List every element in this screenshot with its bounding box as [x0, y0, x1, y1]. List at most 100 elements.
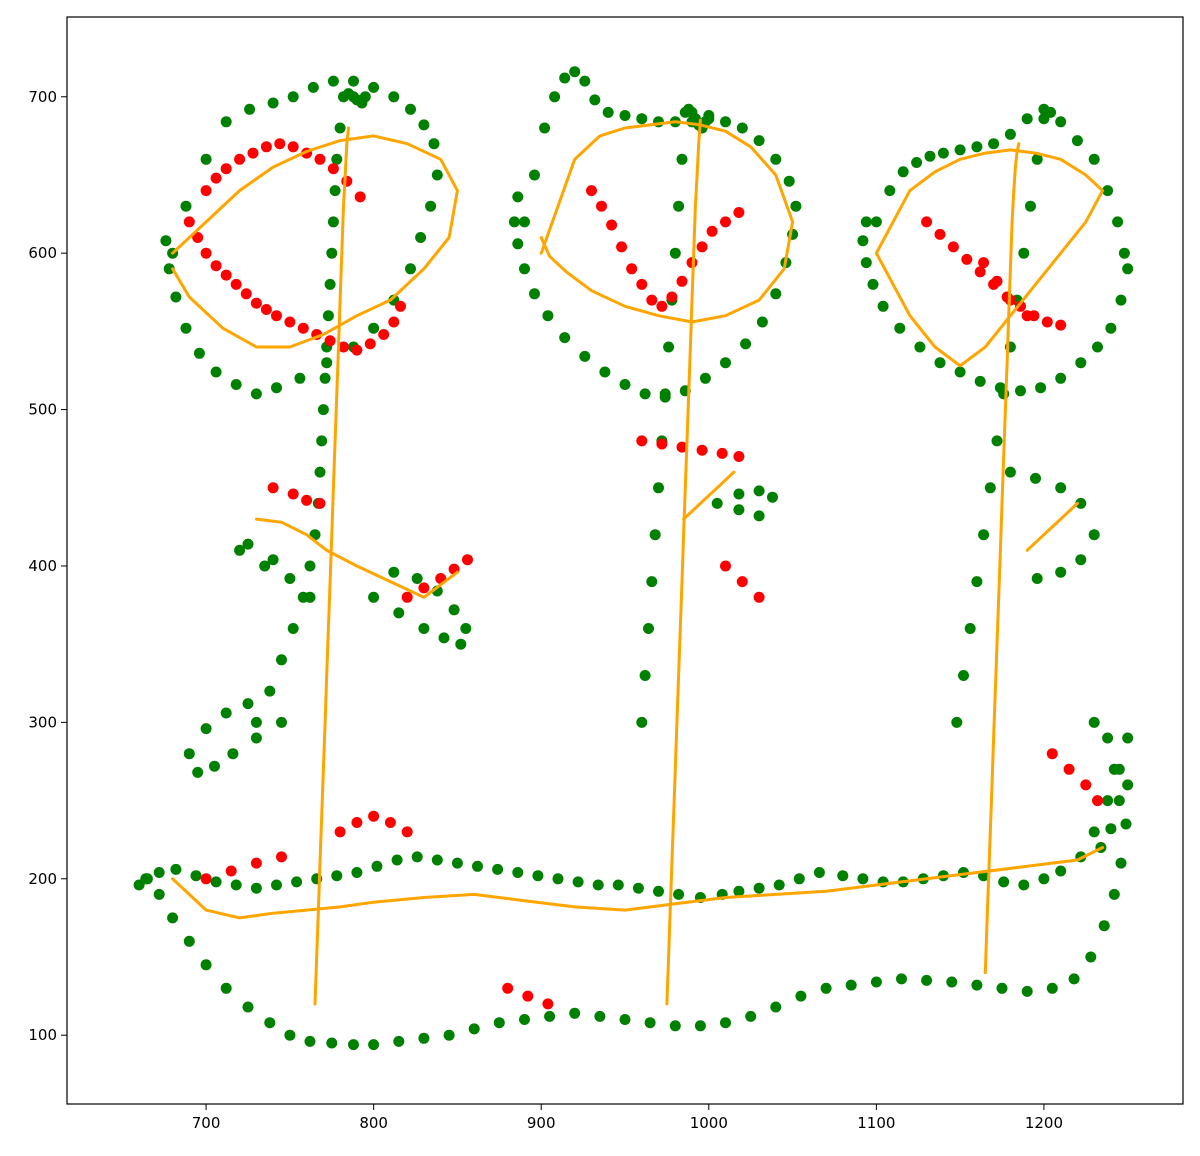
scatter-green-point	[639, 388, 651, 400]
x-tick-label: 700	[192, 1114, 221, 1132]
scatter-green-point	[316, 435, 328, 447]
scatter-red-point	[287, 141, 299, 153]
scatter-green-point	[359, 91, 371, 103]
scatter-red-point	[368, 810, 380, 822]
x-tick-label: 800	[359, 1114, 388, 1132]
scatter-green-point	[1021, 985, 1033, 997]
scatter-green-point	[431, 854, 443, 866]
scatter-green-point	[351, 867, 363, 878]
orange-trajectory-segment	[313, 126, 350, 1006]
scatter-green-point	[860, 216, 872, 228]
scatter-green-point	[733, 885, 745, 897]
scatter-red-point	[297, 322, 309, 334]
scatter-green-point	[304, 1035, 316, 1047]
scatter-green-point	[894, 322, 906, 334]
scatter-green-point	[200, 959, 212, 971]
orange-trajectory-segment	[874, 148, 1105, 368]
orange-trajectory-segment	[682, 470, 736, 521]
scatter-green-point	[934, 357, 946, 369]
scatter-red-point	[542, 998, 554, 1010]
scatter-red-point	[1046, 748, 1058, 760]
scatter-red-point	[606, 219, 618, 231]
scatter-green-point	[391, 854, 403, 866]
scatter-red-point	[183, 216, 195, 228]
scatter-green-point	[160, 235, 172, 247]
scatter-green-point	[644, 1017, 656, 1029]
scatter-green-point	[287, 91, 299, 103]
scatter-green-point	[1025, 200, 1036, 212]
scatter-red-point	[401, 591, 413, 603]
scatter-green-point	[324, 278, 336, 290]
scatter-green-point	[720, 1017, 731, 1029]
scatter-green-point	[770, 288, 782, 300]
scatter-red-point	[706, 225, 718, 237]
scatter-red-point	[210, 172, 222, 184]
scatter-green-point	[559, 332, 571, 344]
scatter-green-point	[428, 138, 440, 150]
scatter-red-point	[656, 300, 668, 312]
y-tick-label: 400	[28, 557, 57, 575]
scatter-green-point	[368, 591, 380, 603]
scatter-red-point	[324, 335, 336, 347]
scatter-green-point	[1115, 857, 1127, 869]
scatter-green-point	[1102, 185, 1114, 197]
scatter-green-point	[703, 113, 715, 125]
scatter-green-point	[284, 1029, 296, 1041]
scatter-red-point	[522, 990, 534, 1002]
scatter-red-point	[646, 294, 658, 306]
scatter-green-point	[321, 357, 333, 369]
scatter-green-point	[322, 310, 334, 322]
scatter-green-point	[170, 863, 182, 875]
scatter-green-point	[753, 485, 765, 497]
scatter-red-point	[733, 207, 745, 218]
scatter-green-point	[348, 1039, 359, 1051]
scatter-red-point	[200, 873, 212, 885]
scatter-red-point	[1092, 795, 1103, 807]
scatter-green-point	[733, 488, 745, 500]
scatter-green-point	[331, 153, 343, 165]
scatter-red-point	[274, 138, 286, 150]
scatter-green-point	[619, 110, 631, 121]
scatter-green-point	[294, 372, 306, 384]
scatter-green-point	[636, 716, 648, 728]
scatter-green-point	[1055, 482, 1067, 494]
scatter-red-point	[378, 329, 390, 340]
scatter-green-point	[220, 707, 232, 719]
orange-trajectory-segment	[171, 134, 459, 349]
scatter-red-point	[210, 260, 222, 272]
scatter-red-point	[301, 494, 313, 506]
scatter-green-point	[870, 976, 882, 988]
scatter-red-point	[636, 278, 648, 290]
scatter-green-point	[368, 1039, 380, 1051]
scatter-red-point	[720, 560, 731, 572]
scatter-green-point	[996, 982, 1008, 994]
scatter-green-point	[1068, 973, 1080, 985]
scatter-green-point	[954, 144, 966, 156]
scatter-green-point	[242, 1001, 254, 1013]
scatter-green-point	[220, 116, 232, 128]
orange-trajectory-segment	[254, 517, 459, 599]
scatter-red-point	[388, 316, 400, 328]
scatter-red-point	[656, 438, 668, 450]
scatter-green-point	[230, 379, 242, 390]
scatter-green-point	[1102, 795, 1114, 807]
scatter-green-point	[183, 748, 195, 760]
scatter-green-point	[579, 75, 591, 87]
scatter-green-point	[492, 863, 504, 875]
scatter-green-point	[532, 870, 544, 882]
scatter-green-point	[639, 670, 651, 681]
scatter-red-point	[1055, 319, 1067, 331]
scatter-green-point	[1105, 322, 1117, 334]
scatter-green-point	[602, 106, 614, 118]
scatter-green-point	[443, 1029, 455, 1041]
scatter-green-point	[954, 366, 966, 378]
scatter-red-point	[753, 591, 765, 603]
x-axis: 700 800 900 1000 1100 1200	[192, 1104, 1063, 1132]
scatter-green-point	[472, 860, 483, 872]
scatter-green-point	[676, 153, 688, 165]
scatter-green-point	[264, 685, 276, 697]
scatter-green-point	[529, 288, 540, 300]
scatter-green-point	[659, 391, 671, 403]
x-tick-label: 1200	[1025, 1114, 1063, 1132]
